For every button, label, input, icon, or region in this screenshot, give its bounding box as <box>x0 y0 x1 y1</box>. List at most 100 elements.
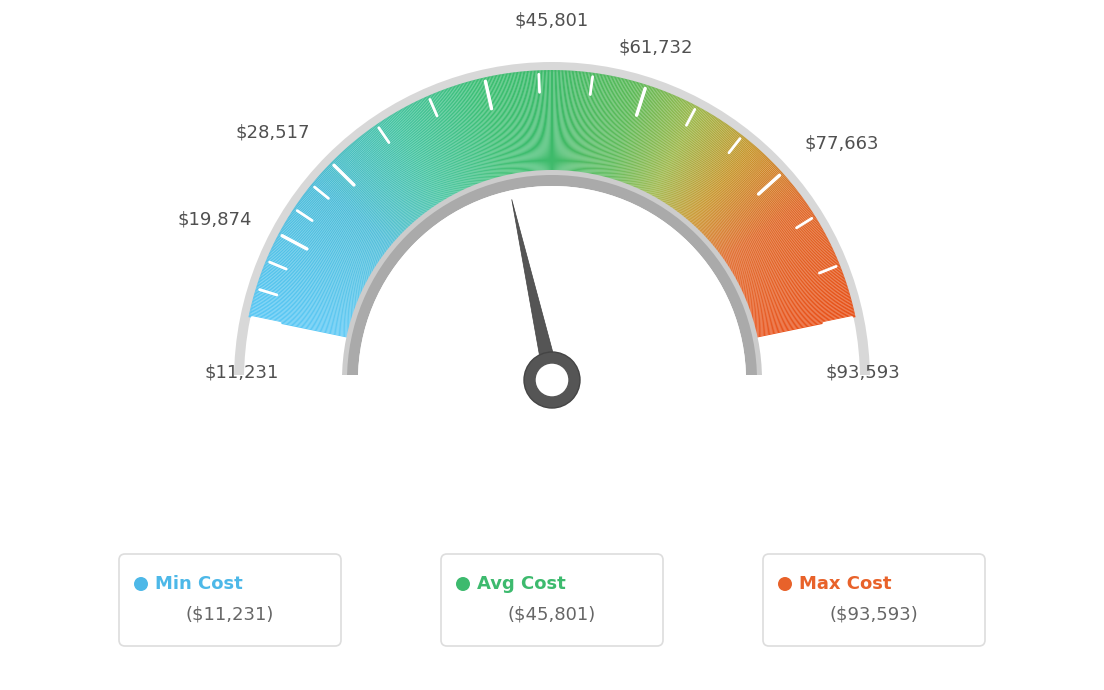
Wedge shape <box>611 83 644 189</box>
Wedge shape <box>670 130 736 219</box>
Wedge shape <box>708 184 794 255</box>
Wedge shape <box>740 273 843 311</box>
Wedge shape <box>454 86 489 190</box>
Wedge shape <box>412 103 463 201</box>
Wedge shape <box>747 310 854 336</box>
Wedge shape <box>699 170 781 245</box>
Wedge shape <box>609 83 643 188</box>
Wedge shape <box>443 90 482 193</box>
Wedge shape <box>624 91 665 194</box>
Wedge shape <box>664 123 726 215</box>
Wedge shape <box>469 81 500 187</box>
Wedge shape <box>725 225 821 281</box>
Wedge shape <box>522 71 534 181</box>
Wedge shape <box>725 226 822 282</box>
Bar <box>0 375 1104 690</box>
Wedge shape <box>670 129 735 219</box>
Wedge shape <box>680 142 752 227</box>
Wedge shape <box>539 70 544 180</box>
Wedge shape <box>330 162 410 240</box>
Wedge shape <box>606 81 637 188</box>
Wedge shape <box>561 70 567 180</box>
Wedge shape <box>665 124 729 215</box>
Wedge shape <box>716 204 808 267</box>
Wedge shape <box>339 153 415 235</box>
Wedge shape <box>744 294 850 325</box>
Wedge shape <box>471 81 500 187</box>
Wedge shape <box>662 121 724 213</box>
Wedge shape <box>358 186 746 380</box>
Wedge shape <box>255 291 360 324</box>
Wedge shape <box>392 114 449 208</box>
Wedge shape <box>721 213 814 273</box>
Wedge shape <box>267 255 369 300</box>
Wedge shape <box>735 254 836 299</box>
Wedge shape <box>728 230 824 284</box>
Wedge shape <box>698 168 779 244</box>
Wedge shape <box>528 71 538 181</box>
Wedge shape <box>580 73 596 182</box>
Wedge shape <box>574 72 587 181</box>
Wedge shape <box>640 102 691 201</box>
Wedge shape <box>570 71 582 181</box>
Wedge shape <box>316 178 401 250</box>
Wedge shape <box>742 283 847 318</box>
Polygon shape <box>512 199 560 382</box>
Wedge shape <box>639 101 689 200</box>
Wedge shape <box>310 184 396 255</box>
Wedge shape <box>269 250 370 297</box>
Wedge shape <box>718 206 809 268</box>
Wedge shape <box>721 215 815 274</box>
Wedge shape <box>367 131 433 220</box>
Wedge shape <box>254 294 360 325</box>
Wedge shape <box>289 215 383 274</box>
Wedge shape <box>251 305 358 333</box>
Wedge shape <box>747 312 854 337</box>
Wedge shape <box>746 305 853 333</box>
Wedge shape <box>743 286 848 320</box>
Wedge shape <box>638 100 687 200</box>
Wedge shape <box>284 223 380 279</box>
Wedge shape <box>658 117 718 211</box>
Wedge shape <box>506 73 523 182</box>
Wedge shape <box>480 78 507 186</box>
Wedge shape <box>342 170 762 380</box>
Wedge shape <box>649 109 703 206</box>
Wedge shape <box>569 71 578 181</box>
Wedge shape <box>342 150 417 233</box>
Wedge shape <box>253 299 359 329</box>
Wedge shape <box>363 133 431 221</box>
Wedge shape <box>734 253 836 299</box>
Wedge shape <box>612 84 647 190</box>
Wedge shape <box>687 150 762 233</box>
Wedge shape <box>730 236 827 288</box>
Wedge shape <box>702 175 785 248</box>
Wedge shape <box>747 316 856 339</box>
Wedge shape <box>402 108 456 205</box>
Wedge shape <box>411 104 461 202</box>
Wedge shape <box>478 79 505 186</box>
Wedge shape <box>380 121 442 213</box>
Wedge shape <box>352 142 424 227</box>
Wedge shape <box>378 123 440 215</box>
Wedge shape <box>263 268 365 309</box>
Wedge shape <box>312 182 397 253</box>
Wedge shape <box>704 179 789 251</box>
Wedge shape <box>274 243 373 292</box>
Wedge shape <box>439 91 480 194</box>
Wedge shape <box>680 141 751 226</box>
Wedge shape <box>735 255 837 300</box>
Wedge shape <box>537 70 543 180</box>
Wedge shape <box>719 210 811 270</box>
Wedge shape <box>702 176 786 249</box>
Wedge shape <box>258 279 363 316</box>
Wedge shape <box>358 138 427 224</box>
Wedge shape <box>253 297 360 327</box>
Wedge shape <box>268 254 369 299</box>
Wedge shape <box>259 275 364 313</box>
Wedge shape <box>720 210 813 272</box>
Wedge shape <box>325 168 406 244</box>
Wedge shape <box>723 220 818 278</box>
Wedge shape <box>585 74 604 183</box>
Wedge shape <box>395 112 452 207</box>
